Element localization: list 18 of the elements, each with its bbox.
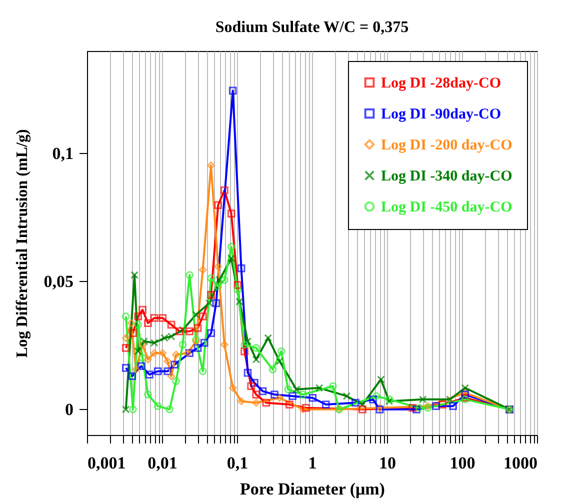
x-tick-label: 100 bbox=[450, 454, 476, 472]
legend-label: Log DI -28day-CO bbox=[381, 76, 502, 92]
x-axis-title: Pore Diameter (μm) bbox=[240, 480, 385, 498]
legend-label: Log DI -340 day-CO bbox=[381, 168, 512, 184]
x-tick-label: 0,001 bbox=[88, 454, 126, 472]
y-tick-label: 0,05 bbox=[44, 272, 74, 291]
x-tick-label: 10 bbox=[379, 454, 396, 472]
y-axis-title: Log Differential Intrusion (mL/g) bbox=[14, 129, 31, 358]
x-tick-label: 1000 bbox=[504, 454, 538, 472]
chart-title: Sodium Sulfate W/C = 0,375 bbox=[215, 19, 409, 36]
x-tick-label: 0,1 bbox=[226, 454, 248, 472]
x-tick-label: 0,01 bbox=[148, 454, 178, 472]
y-tick-label: 0,1 bbox=[52, 144, 74, 163]
y-tick-label: 0 bbox=[65, 400, 74, 419]
x-tick-label: 1 bbox=[308, 454, 317, 472]
legend-label: Log DI -90day-CO bbox=[381, 106, 502, 122]
legend-label: Log DI -200 day-CO bbox=[381, 138, 512, 154]
legend-label: Log DI -450 day-CO bbox=[381, 200, 512, 216]
